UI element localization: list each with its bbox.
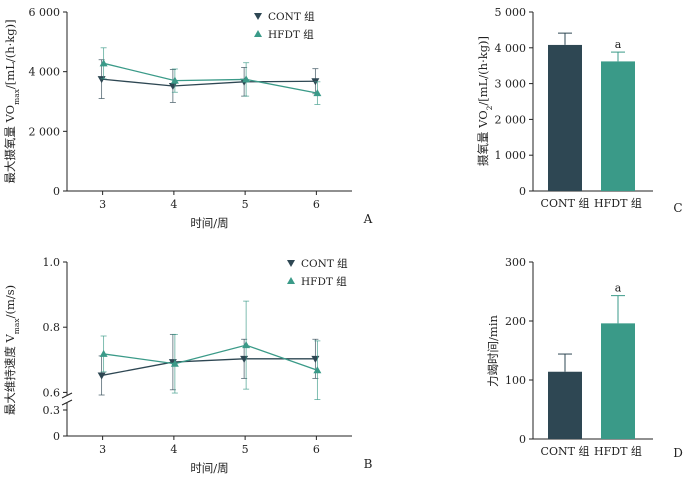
- legend-marker-hfdt: [254, 30, 262, 37]
- x-axis-label: 时间/周: [190, 461, 228, 475]
- data-point: [313, 89, 322, 97]
- y-tick-label: 2 000: [29, 125, 61, 138]
- panel-b: 3 4 5 6 0 0.3 0.6 0.8 1.0 CONT 组 HFDT 组时间/周 B: [43, 256, 373, 475]
- y-tick-label: 1 000: [495, 149, 527, 162]
- series-hfdt: [99, 300, 322, 400]
- legend-label-cont: CONT 组: [268, 10, 315, 23]
- y-tick-label: 3 000: [495, 78, 527, 91]
- panel-a: 3 4 5 6 0 2 000 4 000 6 000 CONT 组 HFDT 组时间/周 A: [29, 6, 373, 230]
- legend-marker-cont: [287, 260, 295, 267]
- series-line: [101, 78, 316, 87]
- x-tick-label: 4: [170, 198, 177, 211]
- y-axis-label: 最大摄氧量 VOmax/[mL/(h·kg)]: [3, 19, 21, 183]
- x-tick-label: CONT 组: [541, 196, 590, 210]
- y-axis-label: 摄氧量 VO2/[mL/(h·kg)]: [476, 36, 494, 166]
- y-tick-label: 200: [505, 315, 526, 328]
- x-tick-label: 4: [170, 443, 177, 456]
- data-point: [97, 372, 106, 380]
- legend-label-cont: CONT 组: [301, 257, 348, 270]
- x-tick-label: 5: [242, 443, 249, 456]
- panel-c: 0 1 000 2 000 3 000 4 000 5 000 CONT 组 HFDT 组 a C: [495, 6, 683, 215]
- panel-label: C: [673, 201, 682, 215]
- y-tick-label: 6 000: [29, 6, 61, 19]
- y-tick-label: 1.0: [43, 256, 61, 269]
- series-cont: [97, 59, 320, 103]
- data-point: [170, 76, 179, 84]
- significance-mark: a: [615, 282, 622, 295]
- bar-hfdt: [601, 323, 635, 439]
- y-tick-label: 0: [53, 430, 60, 443]
- y-tick-label: 0.3: [43, 404, 61, 417]
- panel-d: 0 100 200 300 CONT 组 HFDT 组 a D: [505, 256, 683, 460]
- legend-label-hfdt: HFDT 组: [301, 275, 347, 288]
- y-axis-label: 最大维持速度 Vmax/(m/s): [3, 285, 21, 415]
- x-tick-label: HFDT 组: [594, 196, 642, 210]
- series-hfdt: [99, 47, 322, 105]
- axis-break-mark: [61, 399, 73, 406]
- panel-label: A: [363, 212, 373, 226]
- x-tick-label: HFDT 组: [594, 444, 642, 458]
- x-tick-label: 5: [242, 198, 249, 211]
- y-axis-label: 力竭时间/min: [486, 314, 500, 386]
- panel-label: B: [364, 457, 373, 471]
- x-tick-label: 6: [313, 198, 320, 211]
- y-tick-label: 4 000: [29, 66, 61, 79]
- legend-marker-cont: [254, 13, 262, 20]
- legend-marker-hfdt: [287, 277, 295, 284]
- y-tick-label: 0: [519, 185, 526, 198]
- x-tick-label: CONT 组: [541, 444, 590, 458]
- data-point: [99, 59, 108, 67]
- y-tick-label: 0: [519, 433, 526, 446]
- bar-cont: [548, 44, 582, 191]
- y-tick-label: 0.8: [43, 321, 61, 334]
- series-line: [103, 62, 318, 94]
- series-line: [101, 358, 316, 377]
- panel-label: D: [673, 446, 683, 460]
- data-point: [313, 366, 322, 374]
- data-point: [242, 75, 251, 83]
- axis-break-mark: [61, 392, 73, 399]
- bar-hfdt: [601, 61, 635, 192]
- x-tick-label: 3: [99, 443, 106, 456]
- data-point: [242, 341, 251, 349]
- series-line: [103, 344, 318, 371]
- significance-mark: a: [615, 38, 622, 51]
- bar-cont: [548, 371, 582, 439]
- data-point: [99, 349, 108, 357]
- series-cont: [97, 333, 320, 396]
- x-axis-label: 时间/周: [190, 216, 228, 230]
- y-tick-label: 5 000: [495, 6, 527, 19]
- y-tick-label: 4 000: [495, 42, 527, 55]
- legend-label-hfdt: HFDT 组: [268, 28, 314, 41]
- data-point: [170, 359, 179, 367]
- y-tick-label: 0.6: [43, 386, 61, 399]
- x-tick-label: 3: [99, 198, 106, 211]
- y-tick-label: 100: [505, 374, 526, 387]
- x-tick-label: 6: [313, 443, 320, 456]
- data-point: [168, 82, 177, 90]
- y-tick-label: 2 000: [495, 113, 527, 126]
- y-tick-label: 0: [53, 185, 60, 198]
- y-tick-label: 300: [505, 256, 526, 269]
- axis-break-gap: [61, 395, 73, 403]
